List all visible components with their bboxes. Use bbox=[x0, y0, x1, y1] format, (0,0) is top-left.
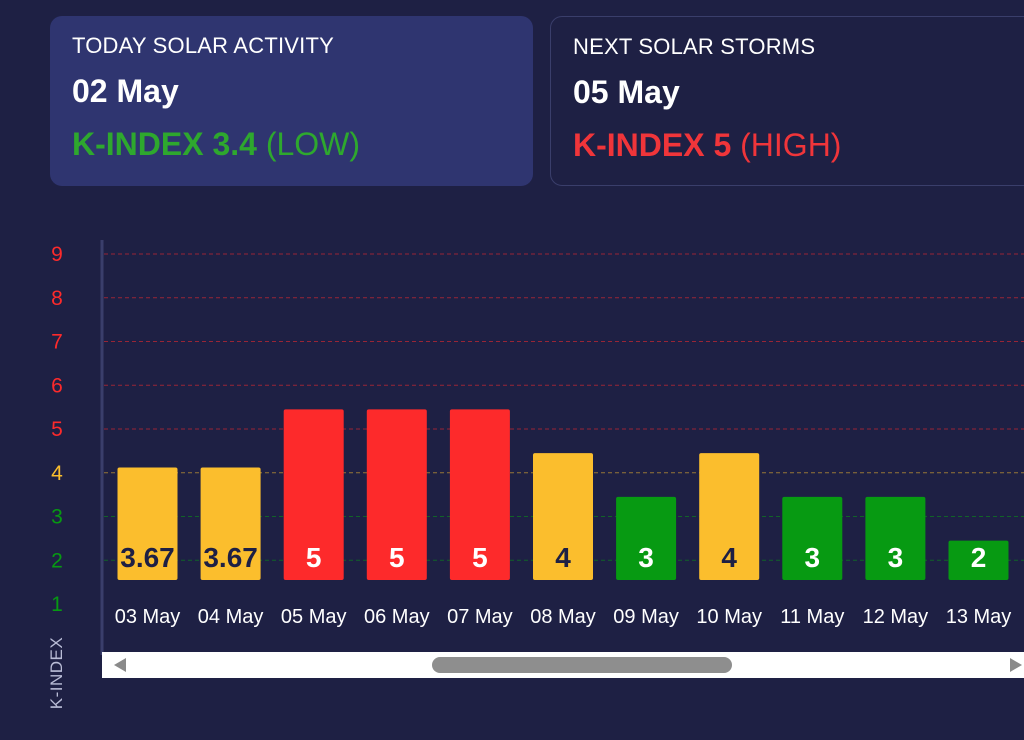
bar-value-label: 2 bbox=[971, 542, 987, 573]
today-kindex: K-INDEX 3.4 (LOW) bbox=[72, 126, 511, 163]
today-date: 02 May bbox=[72, 73, 179, 109]
chart-horizontal-scrollbar[interactable] bbox=[102, 652, 1024, 678]
x-tick-label: 07 May bbox=[447, 606, 513, 628]
bar bbox=[366, 409, 427, 580]
x-tick-label: 09 May bbox=[613, 606, 679, 628]
bar bbox=[283, 409, 344, 580]
next-storms-card: NEXT SOLAR STORMS 05 May K-INDEX 5 (HIGH… bbox=[550, 16, 1024, 186]
kindex-chart-svg: 1 2 3 4 5 6 7 8 9 3.67 03 May 3.67 04 May 5 05 May 5 06 … bbox=[51, 240, 1024, 655]
bar bbox=[948, 540, 1009, 580]
bar-value-label: 4 bbox=[721, 542, 737, 573]
today-kindex-value: K-INDEX 3.4 bbox=[72, 126, 257, 162]
y-axis-label: K-INDEX bbox=[47, 636, 66, 710]
bar bbox=[616, 496, 677, 580]
y-tick-label: 1 bbox=[51, 593, 63, 616]
next-kindex-value: K-INDEX 5 bbox=[573, 127, 732, 163]
kindex-forecast-chart: 1 2 3 4 5 6 7 8 9 3.67 03 May 3.67 04 May 5 05 May 5 06 … bbox=[0, 230, 1024, 735]
next-storm-kindex: K-INDEX 5 (HIGH) bbox=[573, 127, 1017, 164]
y-tick-label: 6 bbox=[51, 374, 63, 397]
x-tick-label: 08 May bbox=[530, 606, 596, 628]
scrollbar-thumb[interactable] bbox=[432, 657, 732, 673]
bar-value-label: 3.67 bbox=[203, 542, 258, 573]
bar bbox=[449, 409, 510, 580]
x-tick-label: 10 May bbox=[696, 606, 762, 628]
y-tick-label: 8 bbox=[51, 287, 63, 310]
y-tick-label: 7 bbox=[51, 331, 63, 354]
y-tick-label: 2 bbox=[51, 549, 63, 572]
bar bbox=[699, 453, 760, 580]
scroll-left-arrow-icon[interactable] bbox=[114, 658, 126, 672]
bar bbox=[200, 467, 261, 580]
bar-value-label: 3.67 bbox=[120, 542, 175, 573]
today-activity-card: TODAY SOLAR ACTIVITY 02 May K-INDEX 3.4 … bbox=[50, 16, 533, 186]
today-activity-label: TODAY SOLAR ACTIVITY bbox=[72, 33, 334, 58]
next-kindex-level: (HIGH) bbox=[740, 127, 842, 163]
x-tick-label: 03 May bbox=[115, 606, 181, 628]
bar-value-label: 5 bbox=[306, 542, 322, 573]
bar-value-label: 4 bbox=[555, 542, 571, 573]
bar-value-label: 5 bbox=[389, 542, 405, 573]
scroll-right-arrow-icon[interactable] bbox=[1010, 658, 1022, 672]
y-tick-label: 9 bbox=[51, 243, 63, 266]
bar bbox=[782, 496, 843, 580]
bar bbox=[117, 467, 178, 580]
x-tick-label: 12 May bbox=[863, 606, 929, 628]
x-tick-label: 04 May bbox=[198, 606, 264, 628]
x-tick-label: 06 May bbox=[364, 606, 430, 628]
bar-value-label: 5 bbox=[472, 542, 488, 573]
bar-value-label: 3 bbox=[888, 542, 904, 573]
bar-value-label: 3 bbox=[638, 542, 654, 573]
x-tick-label: 05 May bbox=[281, 606, 347, 628]
bar bbox=[865, 496, 926, 580]
bar bbox=[533, 453, 593, 580]
next-storms-label: NEXT SOLAR STORMS bbox=[573, 34, 816, 59]
today-kindex-level: (LOW) bbox=[265, 126, 361, 162]
y-tick-label: 5 bbox=[51, 418, 63, 441]
x-tick-label: 13 May bbox=[946, 606, 1012, 628]
y-tick-label: 4 bbox=[51, 462, 63, 485]
x-tick-label: 11 May bbox=[780, 606, 844, 628]
y-tick-label: 3 bbox=[51, 506, 63, 529]
next-storm-date: 05 May bbox=[573, 74, 680, 110]
bar-value-label: 3 bbox=[805, 542, 821, 573]
